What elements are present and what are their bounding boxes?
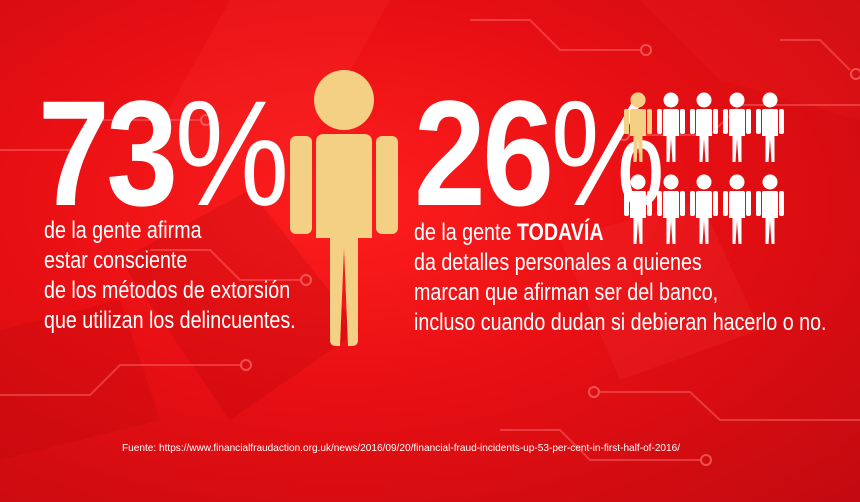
- grid-person-icon: [624, 92, 652, 162]
- grid-person-icon: [756, 174, 784, 244]
- stat-left-percent-sign: %: [174, 69, 290, 237]
- stat-right-percent-sign: %: [550, 69, 666, 237]
- grid-person-icon: [690, 174, 718, 244]
- grid-person-icon: [657, 92, 685, 162]
- stat-left-value: 73: [38, 69, 178, 237]
- stat-right-number: 26%: [414, 78, 665, 228]
- people-grid: [624, 92, 784, 244]
- grid-person-icon: [690, 92, 718, 162]
- stat-left-caption-line: que utilizan los delincuentes.: [44, 307, 296, 334]
- stat-right-caption-line: incluso cuando dudan si debieran hacerlo…: [414, 309, 827, 336]
- grid-person-icon: [723, 174, 751, 244]
- stat-left-caption-line: estar consciente: [44, 247, 188, 274]
- stat-right-caption: de la gente TODAVÍA da detalles personal…: [414, 218, 826, 338]
- grid-person-icon: [624, 174, 652, 244]
- stat-left-caption-line: de la gente afirma: [44, 217, 202, 244]
- stat-left-number: 73%: [38, 78, 289, 228]
- grid-person-icon: [723, 92, 751, 162]
- source-citation: Fuente: https://www.financialfraudaction…: [122, 442, 681, 454]
- stat-right-caption-line: da detalles personales a quienes: [414, 249, 702, 276]
- large-person-icon: [290, 70, 398, 346]
- stat-left-caption: de la gente afirma estar consciente de l…: [44, 216, 296, 336]
- stat-right-value: 26: [414, 69, 554, 237]
- grid-person-icon: [657, 174, 685, 244]
- grid-person-icon: [756, 92, 784, 162]
- stat-right-caption-line: marcan que afirman ser del banco,: [414, 279, 719, 306]
- stat-right-caption-prefix: de la gente: [414, 219, 517, 246]
- stat-left-caption-line: de los métodos de extorsión: [44, 277, 291, 304]
- stat-right-caption-line: de la gente TODAVÍA: [414, 218, 826, 248]
- stat-right-caption-emphasis: TODAVÍA: [516, 219, 604, 246]
